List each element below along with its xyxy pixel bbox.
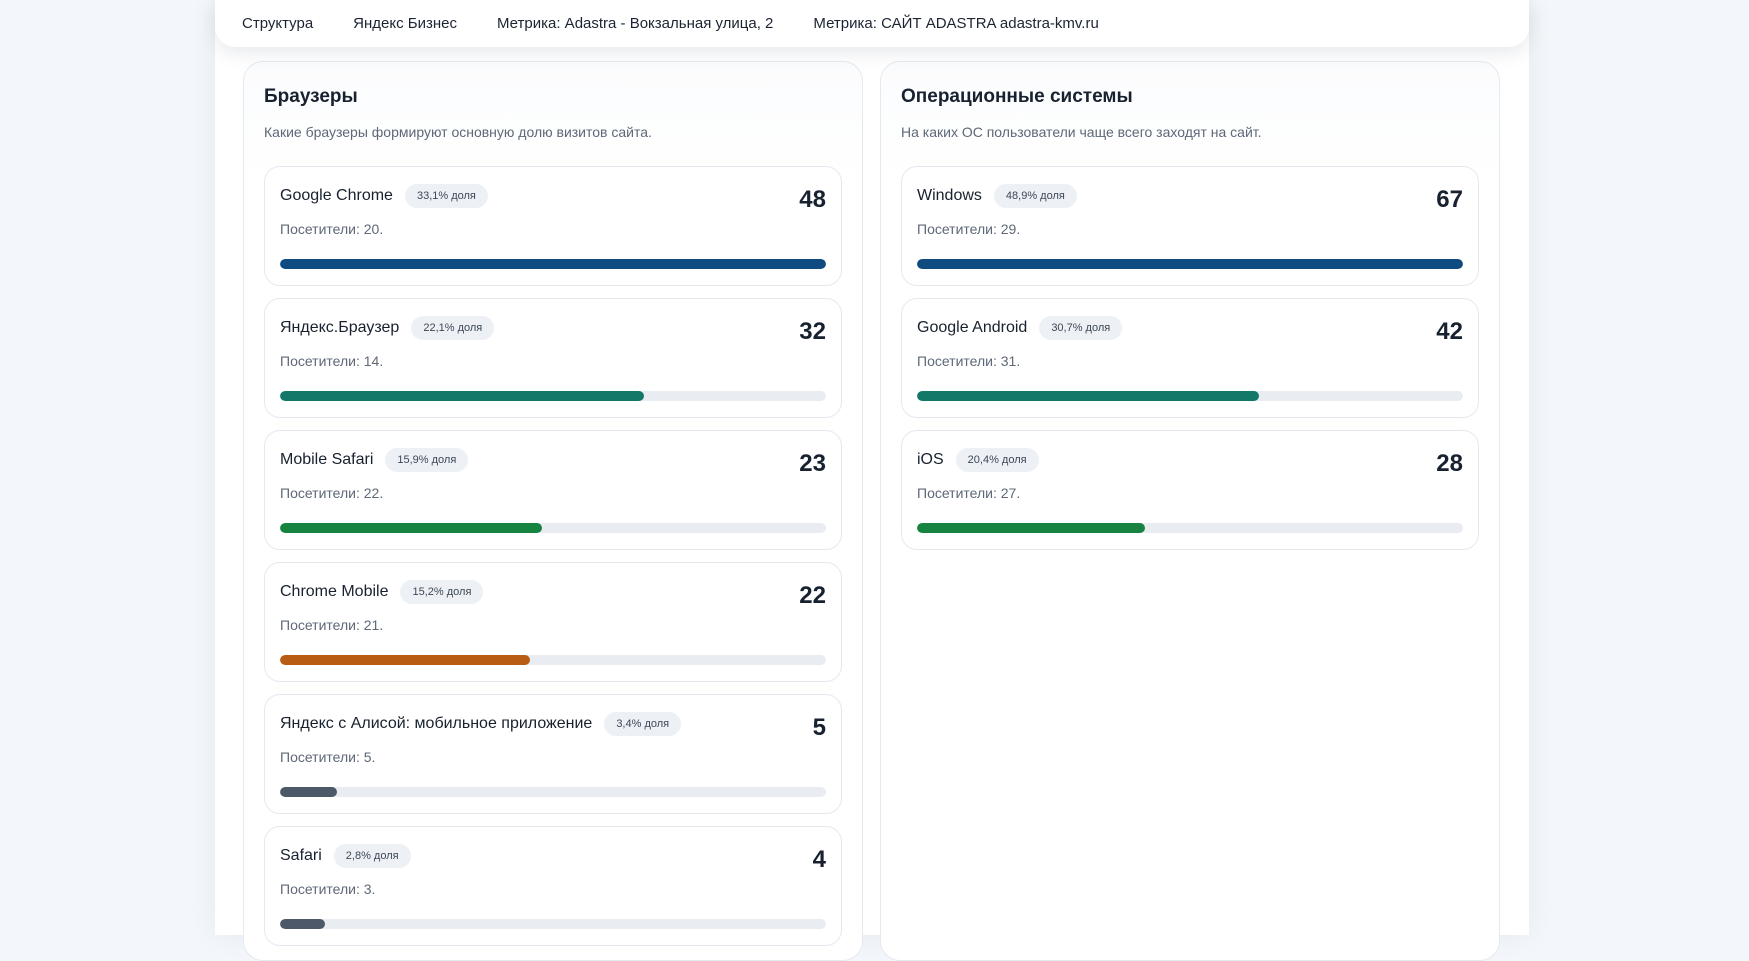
os-title: Операционные системы [901,86,1133,107]
card-value: 5 [812,714,826,741]
share-badge: 15,2% доля [400,580,484,604]
nav-link-structure[interactable]: Структура [242,15,314,32]
progress-fill [280,259,826,269]
card-name: Windows [917,187,982,204]
card-header: Google Android 30,7% доля [917,316,1123,340]
browsers-list: Google Chrome 33,1% доля 48 Посетители: … [264,166,842,958]
card-visitors: Посетители: 29. [917,221,1021,237]
card-visitors: Посетители: 14. [280,353,384,369]
nav-link-metrika-vokzalnaya[interactable]: Метрика: Adastra - Вокзальная улица, 2 [497,15,774,32]
progress-fill [917,259,1463,269]
card-header: Google Chrome 33,1% доля [280,184,488,208]
card-visitors: Посетители: 22. [280,485,384,501]
progress-track [280,391,826,401]
share-badge: 2,8% доля [333,844,411,868]
progress-fill [280,787,337,797]
card-value: 32 [799,318,826,345]
card-value: 4 [812,846,826,873]
card-visitors: Посетители: 3. [280,881,376,897]
share-badge: 15,9% доля [385,448,469,472]
progress-fill [917,391,1260,401]
stat-card: Chrome Mobile 15,2% доля 22 Посетители: … [264,562,842,682]
progress-track [280,919,826,929]
progress-track [917,391,1463,401]
progress-fill [280,655,531,665]
card-visitors: Посетители: 20. [280,221,384,237]
card-value: 23 [799,450,826,477]
card-header: Windows 48,9% доля [917,184,1077,208]
card-value: 28 [1436,450,1463,477]
card-value: 42 [1436,318,1463,345]
card-name: Mobile Safari [280,451,374,468]
os-list: Windows 48,9% доля 67 Посетители: 29. Go… [901,166,1479,562]
card-name: iOS [917,451,944,468]
share-badge: 48,9% доля [993,184,1077,208]
browsers-panel: Браузеры Какие браузеры формируют основн… [243,61,863,961]
stat-card: Safari 2,8% доля 4 Посетители: 3. [264,826,842,946]
card-name: Google Chrome [280,187,393,204]
progress-track [280,787,826,797]
progress-fill [917,523,1146,533]
os-panel: Операционные системы На каких ОС пользов… [880,61,1500,961]
share-badge: 30,7% доля [1039,316,1123,340]
card-visitors: Посетители: 5. [280,749,376,765]
progress-fill [280,523,542,533]
card-value: 67 [1436,186,1463,213]
top-navigation: Структура Яндекс Бизнес Метрика: Adastra… [215,0,1529,47]
stat-card: Mobile Safari 15,9% доля 23 Посетители: … [264,430,842,550]
browsers-subtitle: Какие браузеры формируют основную долю в… [264,124,652,140]
card-visitors: Посетители: 21. [280,617,384,633]
card-header: Safari 2,8% доля [280,844,411,868]
card-header: Яндекс.Браузер 22,1% доля [280,316,495,340]
share-badge: 22,1% доля [411,316,495,340]
card-name: Safari [280,847,322,864]
card-header: Mobile Safari 15,9% доля [280,448,469,472]
progress-track [917,259,1463,269]
card-name: Google Android [917,319,1028,336]
share-badge: 3,4% доля [604,712,682,736]
os-subtitle: На каких ОС пользователи чаще всего захо… [901,124,1262,140]
card-visitors: Посетители: 27. [917,485,1021,501]
progress-fill [280,919,326,929]
stat-card: Яндекс с Алисой: мобильное приложение 3,… [264,694,842,814]
share-badge: 20,4% доля [955,448,1039,472]
card-value: 48 [799,186,826,213]
card-name: Яндекс с Алисой: мобильное приложение [280,715,593,732]
browsers-title: Браузеры [264,86,358,107]
card-value: 22 [799,582,826,609]
card-header: iOS 20,4% доля [917,448,1039,472]
progress-track [917,523,1463,533]
nav-link-metrika-site[interactable]: Метрика: САЙТ ADASTRA adastra-kmv.ru [813,15,1099,32]
card-header: Яндекс с Алисой: мобильное приложение 3,… [280,712,682,736]
progress-track [280,655,826,665]
progress-track [280,259,826,269]
stat-card: Google Android 30,7% доля 42 Посетители:… [901,298,1479,418]
stat-card: Google Chrome 33,1% доля 48 Посетители: … [264,166,842,286]
progress-fill [280,391,645,401]
nav-link-yandex-business[interactable]: Яндекс Бизнес [353,15,458,32]
card-name: Яндекс.Браузер [280,319,400,336]
share-badge: 33,1% доля [404,184,488,208]
card-header: Chrome Mobile 15,2% доля [280,580,484,604]
stat-card: Яндекс.Браузер 22,1% доля 32 Посетители:… [264,298,842,418]
progress-track [280,523,826,533]
card-visitors: Посетители: 31. [917,353,1021,369]
stat-card: iOS 20,4% доля 28 Посетители: 27. [901,430,1479,550]
card-name: Chrome Mobile [280,583,389,600]
stat-card: Windows 48,9% доля 67 Посетители: 29. [901,166,1479,286]
